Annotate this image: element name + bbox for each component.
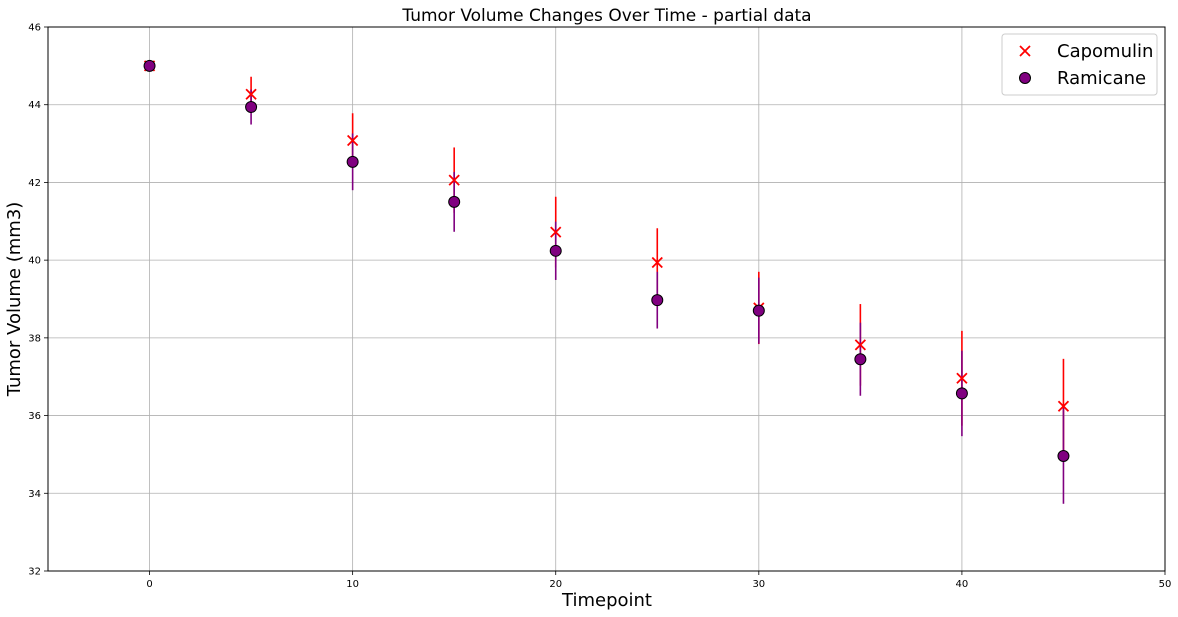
y-tick-label: 40	[28, 256, 41, 267]
legend-item-capomulin: Capomulin	[1019, 41, 1153, 62]
legend-item-ramicane: Ramicane	[1019, 68, 1146, 89]
y-tick-label: 42	[28, 178, 41, 189]
y-tick-label: 46	[28, 23, 41, 34]
ramicane-point	[549, 244, 562, 257]
legend: Capomulin Ramicane	[1001, 33, 1158, 96]
legend-marker-ramicane	[1019, 72, 1031, 84]
capomulin-point	[651, 256, 663, 269]
x-tick-label: 30	[752, 579, 765, 590]
capomulin-point	[1057, 400, 1070, 412]
ramicane-point	[448, 195, 461, 208]
x-axis-ticks: 0 10 20 30 40 50	[146, 571, 1171, 590]
capomulin-point	[346, 134, 359, 147]
ramicane-point	[752, 304, 765, 317]
x-tick-label: 10	[346, 579, 359, 590]
data-markers	[143, 59, 1070, 462]
legend-label-capomulin: Capomulin	[1057, 41, 1153, 62]
capomulin-point	[854, 339, 867, 351]
capomulin-point	[550, 226, 562, 238]
x-tick-label: 20	[549, 579, 562, 590]
y-axis-label: Tumor Volume (mm3)	[4, 202, 25, 398]
y-axis-ticks: 32 34 36 38 40 42 44 46	[28, 23, 48, 578]
legend-box	[1001, 33, 1158, 96]
chart-title: Tumor Volume Changes Over Time - partial…	[401, 6, 811, 26]
ramicane-point	[854, 353, 867, 366]
x-tick-label: 0	[146, 579, 152, 590]
x-axis-label: Timepoint	[561, 590, 652, 611]
ramicane-point	[143, 59, 156, 72]
ramicane-point	[346, 155, 359, 168]
y-tick-label: 36	[28, 411, 41, 422]
ramicane-point	[245, 101, 258, 114]
x-tick-label: 50	[1159, 579, 1172, 590]
ramicane-point	[955, 387, 968, 400]
legend-marker-capomulin	[1019, 45, 1031, 57]
ramicane-point	[1057, 449, 1070, 462]
plot-frame	[47, 26, 1166, 572]
x-tick-label: 40	[956, 579, 969, 590]
capomulin-point	[245, 88, 257, 100]
y-tick-label: 44	[28, 100, 41, 111]
y-tick-label: 38	[28, 333, 41, 344]
capomulin-point	[448, 174, 460, 186]
y-tick-label: 34	[28, 489, 41, 500]
ramicane-point	[651, 294, 664, 307]
y-tick-label: 32	[28, 567, 41, 578]
legend-label-ramicane: Ramicane	[1057, 68, 1146, 89]
capomulin-point	[956, 372, 968, 384]
